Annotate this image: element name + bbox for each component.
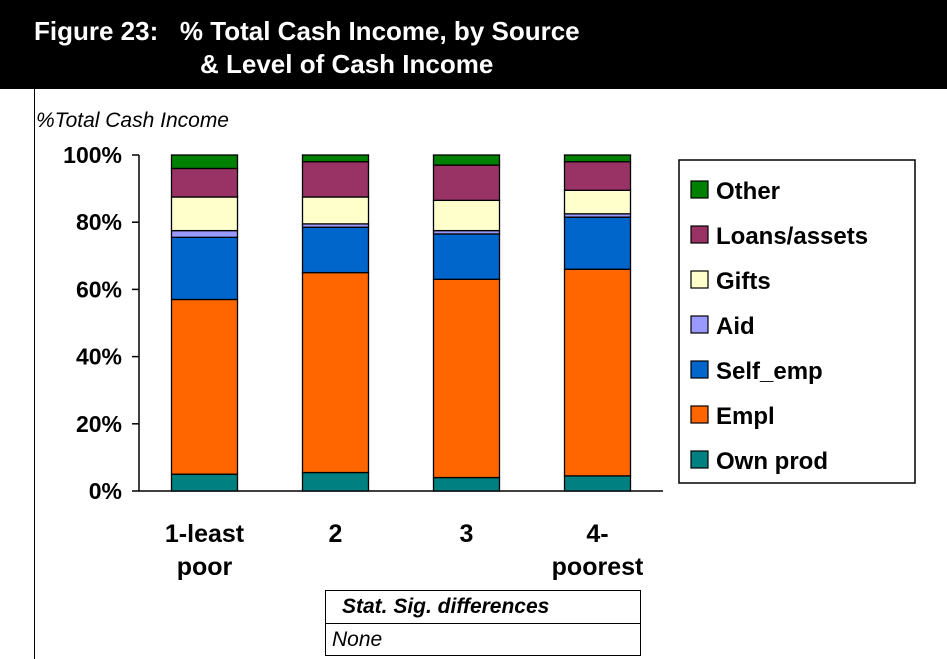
x-category-label: 2 [329, 520, 343, 548]
y-axis-label: %Total Cash Income [36, 109, 229, 132]
x-category-label: 1-least [165, 520, 245, 548]
legend-label: Empl [716, 403, 775, 430]
legend-box [678, 159, 916, 484]
figure-title-line2: & Level of Cash Income [200, 49, 494, 79]
legend-swatch-self-emp [690, 360, 709, 379]
legend-label: Gifts [716, 268, 771, 295]
bar-segment-self-emp [563, 216, 632, 270]
y-tick-label: 20% [76, 411, 122, 437]
legend-swatch-aid [690, 315, 709, 334]
y-tick-label: 100% [63, 142, 122, 168]
bar-segment-aid [170, 229, 239, 238]
y-tick-label: 60% [76, 276, 122, 302]
bar-segment-other [301, 154, 370, 163]
bar-segment-own-prod [563, 475, 632, 492]
bar-segment-self-emp [170, 236, 239, 301]
figure-header: Figure 23: % Total Cash Income, by Sourc… [0, 0, 947, 89]
legend-swatch-gifts [690, 270, 709, 289]
x-category-label: poorest [552, 553, 644, 581]
legend-swatch-empl [690, 405, 709, 424]
legend-label: Self_emp [716, 358, 823, 385]
bar-segment-self-emp [432, 233, 501, 280]
bar-segment-other [432, 154, 501, 166]
bar-segment-loans-assets [170, 167, 239, 198]
bar-segment-loans-assets [301, 161, 370, 198]
figure-title-line1: Figure 23: % Total Cash Income, by Sourc… [34, 16, 580, 46]
bar-segment-own-prod [301, 471, 370, 492]
legend-swatch-loans-assets [690, 225, 709, 244]
bar-segment-gifts [170, 196, 239, 232]
bar-segment-loans-assets [432, 164, 501, 202]
bar-segment-gifts [563, 189, 632, 215]
legend-label: Own prod [716, 448, 828, 475]
legend-label: Loans/assets [716, 223, 868, 250]
bar-segment-empl [301, 271, 370, 474]
bar-segment-empl [563, 268, 632, 477]
x-category-label: poor [177, 553, 233, 581]
bar-segment-other [170, 154, 239, 170]
y-tick-label: 40% [76, 344, 122, 370]
left-border-rule [34, 89, 35, 659]
bar-segment-loans-assets [563, 161, 632, 191]
y-tick-label: 0% [89, 478, 122, 504]
y-tick-label: 80% [76, 209, 122, 235]
bar-segment-own-prod [432, 476, 501, 492]
x-category-label: 3 [460, 520, 474, 548]
bar-segment-gifts [301, 196, 370, 225]
bar-segment-empl [170, 298, 239, 475]
legend-swatch-other [690, 180, 709, 199]
bar-segment-gifts [432, 199, 501, 232]
significance-value: None [332, 628, 383, 651]
bar-segment-own-prod [170, 473, 239, 492]
significance-header: Stat. Sig. differences [326, 591, 640, 624]
legend-swatch-own-prod [690, 450, 709, 469]
bar-segment-self-emp [301, 226, 370, 274]
bar-segment-other [563, 154, 632, 163]
legend-label: Aid [716, 313, 755, 340]
bar-segment-empl [432, 278, 501, 479]
legend-label: Other [716, 178, 780, 205]
x-category-label: 4- [586, 520, 608, 548]
significance-table: Stat. Sig. differences None [325, 590, 641, 656]
